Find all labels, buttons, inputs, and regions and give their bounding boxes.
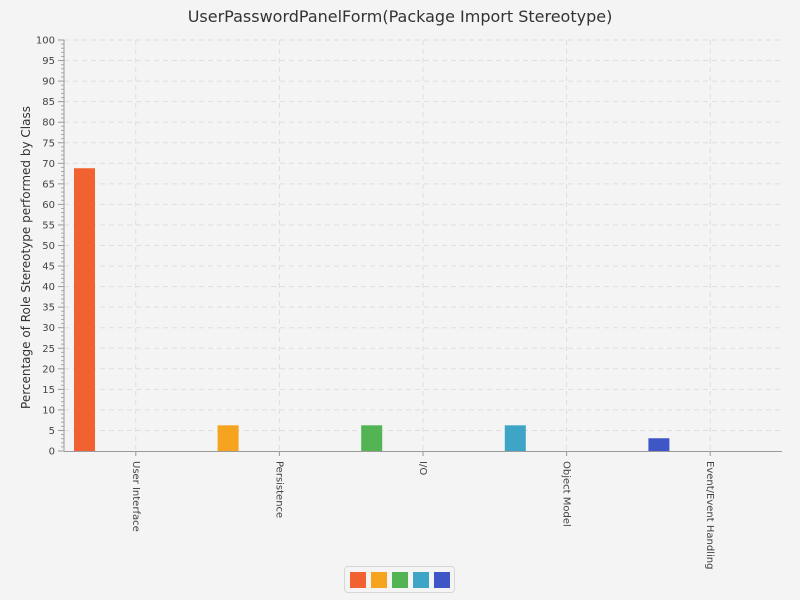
x-tick-label: I/O	[417, 461, 428, 475]
y-tick-label: 45	[42, 262, 55, 273]
axes	[58, 39, 782, 456]
chart-title: UserPasswordPanelForm(Package Import Ste…	[187, 7, 613, 26]
bars	[74, 168, 670, 451]
x-tick-label: Persistence	[273, 461, 284, 518]
legend-swatch	[391, 571, 408, 588]
legend-swatch	[433, 571, 450, 588]
y-axis-label: Percentage of Role Stereotype performed …	[19, 106, 33, 409]
y-tick-label: 10	[42, 405, 55, 416]
y-tick-label: 40	[42, 282, 55, 293]
x-tick-label: User Interface	[130, 461, 141, 532]
y-tick-label: 5	[49, 426, 55, 437]
legend-swatch	[412, 571, 429, 588]
bar	[648, 438, 670, 451]
legend-swatch	[349, 571, 366, 588]
y-tick-label: 30	[42, 323, 55, 334]
y-tick-label: 85	[42, 97, 55, 108]
grid-lines	[64, 39, 782, 451]
y-tick-label: 100	[36, 36, 55, 47]
legend-swatch	[370, 571, 387, 588]
legend	[344, 566, 455, 593]
y-tick-label: 20	[42, 364, 55, 375]
y-tick-label: 60	[42, 200, 55, 211]
bar	[504, 425, 526, 451]
labels: 0 5 10 15 20 25 30 35 40 45 50 55 60 65 70 75 80 85 90 95 10…	[19, 36, 715, 570]
y-tick-label: 75	[42, 138, 55, 149]
bar	[361, 425, 383, 451]
y-tick-label: 35	[42, 303, 55, 314]
y-tick-label: 80	[42, 118, 55, 129]
y-tick-label: 0	[49, 447, 55, 458]
bar	[74, 168, 95, 451]
bar	[217, 425, 239, 451]
x-tick-label: Event/Event Handling	[704, 461, 715, 569]
x-tick-label: Object Model	[561, 461, 572, 527]
y-tick-label: 15	[42, 385, 55, 396]
y-tick-label: 65	[42, 179, 55, 190]
y-tick-label: 70	[42, 159, 55, 170]
y-tick-label: 25	[42, 344, 55, 355]
y-tick-label: 90	[42, 77, 55, 88]
y-tick-label: 95	[42, 56, 55, 67]
y-tick-label: 50	[42, 241, 55, 252]
y-tick-label: 55	[42, 220, 55, 231]
